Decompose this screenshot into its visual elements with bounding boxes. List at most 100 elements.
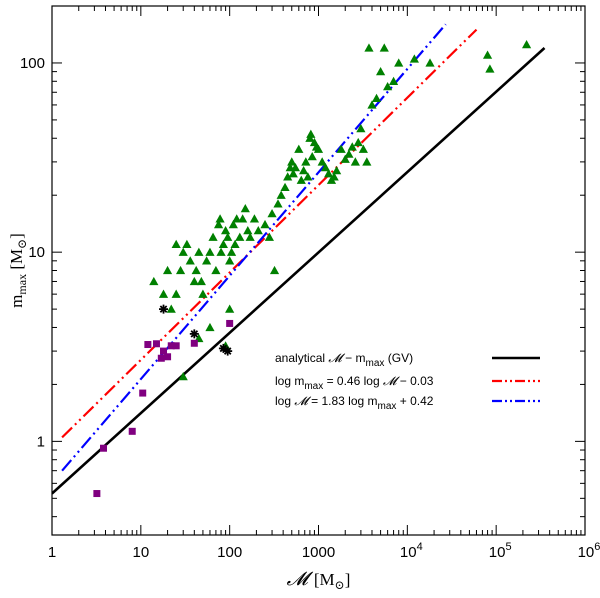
legend-text-part: (GV) <box>384 351 413 365</box>
legend-label-analytical: analytical 𝓜 − mmax (GV) <box>275 351 413 369</box>
y-tick-label: 1 <box>37 433 45 450</box>
point-clusters <box>221 226 231 235</box>
legend-text-part: = 1.83 log m <box>308 394 378 408</box>
point-clusters <box>485 64 495 73</box>
x-axis-label-unit: [M <box>314 570 335 589</box>
legend-text-part: = 0.46 log <box>323 374 383 388</box>
point-clusters <box>175 265 186 275</box>
point-clusters <box>347 142 357 151</box>
point-clusters <box>216 247 226 256</box>
x-tick-label-base: 10 <box>132 544 149 561</box>
point-clusters <box>371 93 382 103</box>
point-clusters <box>288 169 298 178</box>
x-tick-label-exp: 4 <box>417 541 423 553</box>
point-clusters <box>482 50 493 59</box>
point-clusters <box>218 239 228 249</box>
point-clusters <box>379 43 389 52</box>
point-clusters <box>198 289 208 298</box>
y-tick-label: 10 <box>28 244 45 261</box>
legend-text-part: − m <box>342 351 366 365</box>
point-clusters <box>264 232 274 241</box>
point-purple <box>139 389 147 397</box>
x-tick-label-exp: 6 <box>594 541 600 553</box>
legend-text-part: − 0.03 <box>396 374 433 388</box>
point-clusters <box>324 169 334 178</box>
y-axis-label-close: ] <box>7 233 26 239</box>
point-clusters <box>296 175 306 184</box>
point-clusters <box>171 239 181 249</box>
point-clusters <box>249 214 260 223</box>
asterisk-stroke <box>219 344 228 353</box>
point-clusters <box>191 265 201 275</box>
point-clusters <box>235 232 245 241</box>
point-clusters <box>238 214 248 223</box>
x-tick-label-base: 100 <box>217 544 242 561</box>
point-purple <box>190 339 198 347</box>
x-tick-label-base: 10 <box>400 544 417 561</box>
point-clusters <box>276 190 286 199</box>
point-clusters <box>225 304 235 313</box>
point-clusters <box>182 239 192 249</box>
y-axis-label-group: mmax [M⊙] <box>7 233 29 308</box>
legend-label-fit2: log 𝓜 = 1.83 log mmax + 0.42 <box>275 394 434 412</box>
point-clusters <box>313 144 324 153</box>
point-clusters <box>226 247 237 256</box>
legend-text-part: 𝓜 <box>328 351 345 365</box>
y-axis-label-unit: [M <box>7 249 26 274</box>
point-clusters <box>208 232 218 241</box>
x-tick-label: 106 <box>578 541 600 561</box>
point-clusters <box>240 203 250 213</box>
point-clusters <box>211 265 221 275</box>
point-clusters <box>253 226 263 235</box>
point-clusters <box>307 151 317 161</box>
point-clusters <box>329 172 339 181</box>
data-layer <box>52 23 546 498</box>
x-tick-label-base: 1 <box>48 544 56 561</box>
y-axis-label-sub: max <box>15 274 29 295</box>
x-tick-label: 105 <box>489 541 512 561</box>
point-clusters <box>521 40 532 49</box>
point-clusters <box>243 226 253 235</box>
point-clusters <box>280 182 290 192</box>
legend-label-fit1: log mmax = 0.46 log 𝓜 − 0.03 <box>275 374 434 392</box>
point-clusters <box>301 157 311 166</box>
point-purple <box>100 444 108 452</box>
line-fit2 <box>61 23 447 472</box>
point-clusters <box>166 304 176 313</box>
y-axis-label: mmax [M⊙] <box>7 233 29 308</box>
x-tick-label: 1000 <box>302 544 335 561</box>
legend-text-part: analytical <box>275 351 328 365</box>
point-clusters <box>425 58 435 67</box>
y-axis-label-sun: ⊙ <box>15 239 29 249</box>
point-clusters <box>344 149 354 158</box>
point-clusters <box>225 256 235 265</box>
point-stars <box>223 346 233 356</box>
point-clusters <box>260 219 270 229</box>
legend-text-part: log m <box>275 374 304 388</box>
point-purple <box>172 342 180 350</box>
point-clusters <box>340 154 350 163</box>
x-axis-label: 𝓜 [M⊙] <box>287 569 351 592</box>
legend-text-part: max <box>366 358 385 369</box>
point-clusters <box>228 219 238 229</box>
point-clusters <box>364 43 374 52</box>
point-clusters <box>320 162 331 172</box>
point-clusters <box>149 276 159 286</box>
point-clusters <box>267 208 277 218</box>
point-clusters <box>317 157 327 166</box>
point-clusters <box>178 371 188 381</box>
x-axis-label-sun: ⊙ <box>335 578 345 592</box>
point-clusters <box>215 214 225 223</box>
x-tick-label-base: 1000 <box>302 544 335 561</box>
x-tick-label-exp: 5 <box>505 541 511 553</box>
legend-text-part: log <box>275 394 294 408</box>
point-purple <box>152 340 160 348</box>
legend-text-part: 𝓜 <box>383 374 400 388</box>
point-clusters <box>202 256 212 265</box>
point-clusters <box>232 214 242 223</box>
asterisk-stroke <box>190 330 199 338</box>
x-tick-label-base: 10 <box>578 544 595 561</box>
point-clusters <box>290 162 301 172</box>
x-tick-label: 100 <box>217 544 242 561</box>
